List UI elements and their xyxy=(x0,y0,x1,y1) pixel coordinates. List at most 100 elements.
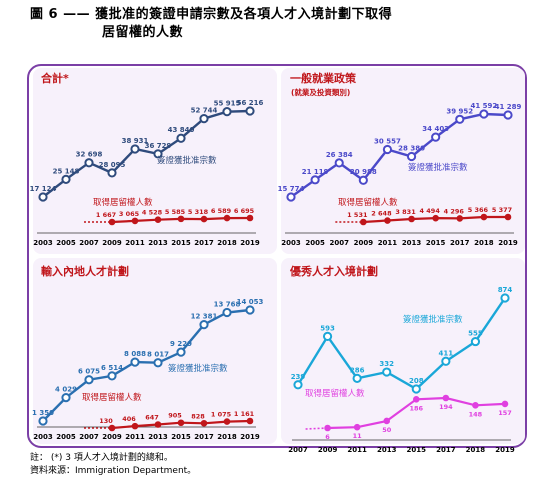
residence-data-label: 1 667 xyxy=(96,211,116,219)
approved-data-label: 34 403 xyxy=(422,125,449,133)
x-tick-label: 2007 xyxy=(79,433,99,441)
residence-point xyxy=(472,402,479,409)
x-tick-label: 2018 xyxy=(474,239,494,247)
residence-point xyxy=(456,215,464,222)
approved-data-label: 52 744 xyxy=(191,107,218,115)
footnote-source: 資料來源：Immigration Department。 xyxy=(30,466,197,476)
approved-point xyxy=(61,174,71,184)
approved-data-label: 4 029 xyxy=(55,386,77,394)
x-tick-label: 2009 xyxy=(318,446,338,454)
residence-point xyxy=(223,418,231,425)
approved-point xyxy=(431,132,441,142)
approved-data-label: 14 053 xyxy=(237,298,264,306)
x-tick-label: 2013 xyxy=(402,239,422,247)
residence-point xyxy=(246,417,254,425)
approved-point xyxy=(358,175,368,185)
x-tick-label: 2015 xyxy=(407,446,427,454)
approved-point xyxy=(38,416,48,426)
x-tick-label: 2019 xyxy=(498,239,518,247)
approved-data-label: 43 840 xyxy=(168,126,195,134)
x-tick-label: 2007 xyxy=(329,239,349,247)
series-line-approved xyxy=(42,308,251,422)
residence-point xyxy=(408,215,415,223)
residence-data-label: 1 161 xyxy=(234,410,255,418)
x-tick-label: 2003 xyxy=(33,239,53,247)
approved-data-label: 555 xyxy=(468,330,483,338)
residence-point xyxy=(108,218,116,226)
residence-data-label: 406 xyxy=(122,415,136,423)
x-tick-label: 2015 xyxy=(171,239,191,247)
residence-point xyxy=(131,422,139,430)
panel-bg-2 xyxy=(281,68,525,254)
approved-point xyxy=(176,133,186,143)
approved-point xyxy=(107,168,117,178)
residence-point xyxy=(108,424,116,432)
approved-point xyxy=(441,356,451,366)
approved-data-label: 17 124 xyxy=(30,185,57,193)
residence-data-label: 148 xyxy=(469,410,483,418)
approved-data-label: 12 381 xyxy=(191,313,218,321)
approved-point xyxy=(245,305,255,315)
approved-data-label: 286 xyxy=(350,366,365,374)
approved-data-label: 8 088 xyxy=(124,350,146,358)
approved-data-label: 32 698 xyxy=(76,151,103,159)
approved-data-label: 39 952 xyxy=(446,107,473,115)
residence-point xyxy=(131,217,139,225)
approved-data-label: 56 216 xyxy=(237,99,264,107)
residence-point xyxy=(200,215,208,223)
approved-point xyxy=(382,144,393,155)
approved-data-label: 9 229 xyxy=(170,340,192,348)
series-label-residence: 取得居留權人數 xyxy=(82,392,142,403)
x-tick-label: 2017 xyxy=(450,239,470,247)
approved-point xyxy=(310,175,320,185)
approved-data-label: 6 514 xyxy=(101,364,123,372)
x-tick-label: 2011 xyxy=(125,239,145,247)
panel-subtitle-2: (就業及投資類別) xyxy=(291,87,350,97)
approved-data-label: 15 774 xyxy=(278,185,305,193)
approved-data-label: 332 xyxy=(379,360,394,368)
panel-bg-1 xyxy=(33,68,277,254)
residence-data-label: 6 589 xyxy=(211,207,232,215)
residence-point xyxy=(177,215,185,223)
approved-data-label: 28 095 xyxy=(99,161,126,169)
approved-data-label: 20 988 xyxy=(350,168,377,176)
x-tick-label: 2011 xyxy=(378,239,398,247)
x-tick-label: 2013 xyxy=(148,239,168,247)
approved-data-label: 30 557 xyxy=(374,137,401,145)
residence-data-label: 1 531 xyxy=(347,211,368,219)
approved-data-label: 239 xyxy=(291,373,306,381)
approved-point xyxy=(293,380,303,390)
x-tick-label: 2015 xyxy=(171,433,191,441)
residence-data-label: 3 065 xyxy=(119,210,140,218)
figure-frame xyxy=(27,64,527,448)
residence-data-label: 2 648 xyxy=(371,210,392,218)
residence-point xyxy=(324,424,331,432)
approved-data-label: 28 380 xyxy=(398,144,425,152)
figure-title-line1: 圖 6 —— 獲批准的簽證申請宗數及各項人才入境計劃下取得 xyxy=(30,7,393,22)
residence-point xyxy=(384,217,391,224)
approved-data-label: 208 xyxy=(409,377,424,385)
residence-data-label: 50 xyxy=(382,426,392,434)
approved-data-label: 25 148 xyxy=(53,167,80,175)
residence-data-label: 11 xyxy=(353,432,363,440)
x-tick-label: 2013 xyxy=(377,446,397,454)
panel-title-4: 優秀人才入境計劃 xyxy=(289,264,378,278)
approved-point xyxy=(38,192,48,202)
approved-point xyxy=(199,114,209,124)
residence-data-label: 186 xyxy=(409,404,423,412)
approved-data-label: 8 017 xyxy=(147,351,169,359)
residence-data-label: 5 318 xyxy=(188,208,209,216)
panel-bg-4 xyxy=(281,258,525,444)
series-label-approved: 簽證獲批准宗數 xyxy=(168,363,228,374)
approved-point xyxy=(322,331,333,341)
figure-title: 圖 6 —— 獲批准的簽證申請宗數及各項人才入境計劃下取得 居留權的人數 xyxy=(30,6,530,42)
approved-point xyxy=(406,151,417,162)
residence-data-label: 130 xyxy=(99,417,113,425)
residence-point xyxy=(353,423,361,431)
panel-title-2: 一般就業政策 xyxy=(290,71,357,85)
approved-data-label: 874 xyxy=(498,286,513,294)
residence-data-label: 4 528 xyxy=(142,209,163,217)
approved-data-label: 36 729 xyxy=(145,142,172,150)
residence-data-label: 5 366 xyxy=(468,206,489,214)
